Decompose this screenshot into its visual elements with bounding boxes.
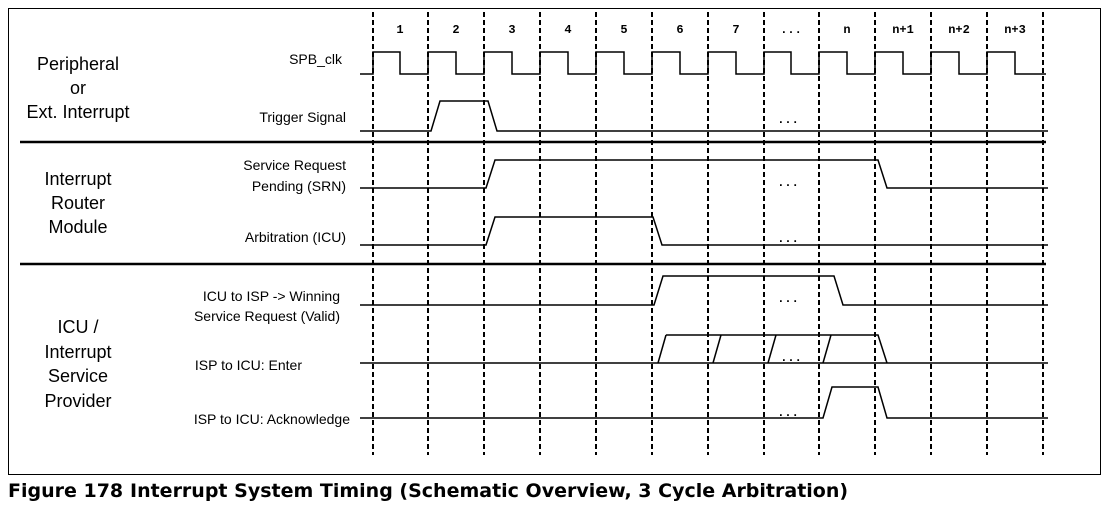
ellipsis-mark: ... [777,292,799,306]
group-label-line: Ext. Interrupt [26,102,129,122]
cycle-boundaries [372,12,1044,455]
group-label-line: Peripheral [37,54,119,74]
group-label-line: Router [51,193,105,213]
waveform-arbitration [360,216,1048,246]
cycle-label: 6 [676,23,683,37]
signal-label-spb-clk: SPB_clk [289,51,343,67]
waveform-trigger [360,100,1048,132]
group-label-line: Interrupt [44,169,111,189]
figure-number: Figure 178 [8,480,124,502]
ellipsis-mark: ... [777,113,799,127]
cycle-label: 3 [508,23,515,37]
signal-label-ack: ISP to ICU: Acknowledge [194,411,350,427]
cycle-label: n [843,23,850,37]
cycle-label: 4 [564,23,571,37]
signal-label-enter: ISP to ICU: Enter [195,357,302,373]
waveform-spb-clk [360,51,1046,75]
cycle-label: n+3 [1004,23,1026,37]
ellipsis-markers: ... ... ... ... ... ... [777,113,802,420]
signal-label-winning-line2: Service Request (Valid) [194,308,340,324]
waveform-winning [360,275,1048,306]
group-label-line: Module [48,217,107,237]
signal-label-arbitration: Arbitration (ICU) [245,229,346,245]
waveform-enter-transition [657,334,667,364]
cycle-label: n+1 [892,23,914,37]
ellipsis-mark: ... [777,406,799,420]
waveform-enter-transition [712,334,722,364]
waveform-enter-transition [822,334,832,364]
group-peripheral: Peripheral or Ext. Interrupt [26,54,129,122]
cycle-labels: 1 2 3 4 5 6 7 ... n n+1 n+2 n+3 [396,23,1025,37]
cycle-label: 1 [396,23,403,37]
timing-diagram: 1 2 3 4 5 6 7 ... n n+1 n+2 n+3 Peripher… [8,8,1101,475]
group-label-line: Provider [44,391,111,411]
cycle-label: 2 [452,23,459,37]
ellipsis-mark: ... [777,232,799,246]
signal-label-trigger: Trigger Signal [259,109,346,125]
signal-label-srn-line1: Service Request [243,157,346,173]
ellipsis-mark: ... [777,176,799,190]
diagram-border [8,8,1101,475]
waveform-srn [360,159,1048,189]
cycle-label: n+2 [948,23,970,37]
signal-label-winning-line1: ICU to ISP -> Winning [203,288,340,304]
group-router: Interrupt Router Module [44,169,111,237]
group-label-line: ICU / [57,317,98,337]
waveforms [360,51,1048,419]
waveform-ack [360,386,1048,419]
group-label-line: Service [48,366,108,386]
waveform-enter-high [666,334,888,364]
figure-title: Interrupt System Timing (Schematic Overv… [130,480,849,502]
cycle-label: 7 [732,23,739,37]
ellipsis-mark: ... [780,351,802,365]
group-label-line: Interrupt [44,342,111,362]
signal-labels: SPB_clk Trigger Signal Service Request P… [194,51,350,427]
group-label-line: or [70,78,86,98]
waveform-enter-transition [767,334,777,364]
cycle-label: 5 [620,23,627,37]
signal-label-srn-line2: Pending (SRN) [252,178,346,194]
cycle-label: ... [780,23,802,37]
group-icu: ICU / Interrupt Service Provider [44,317,111,411]
